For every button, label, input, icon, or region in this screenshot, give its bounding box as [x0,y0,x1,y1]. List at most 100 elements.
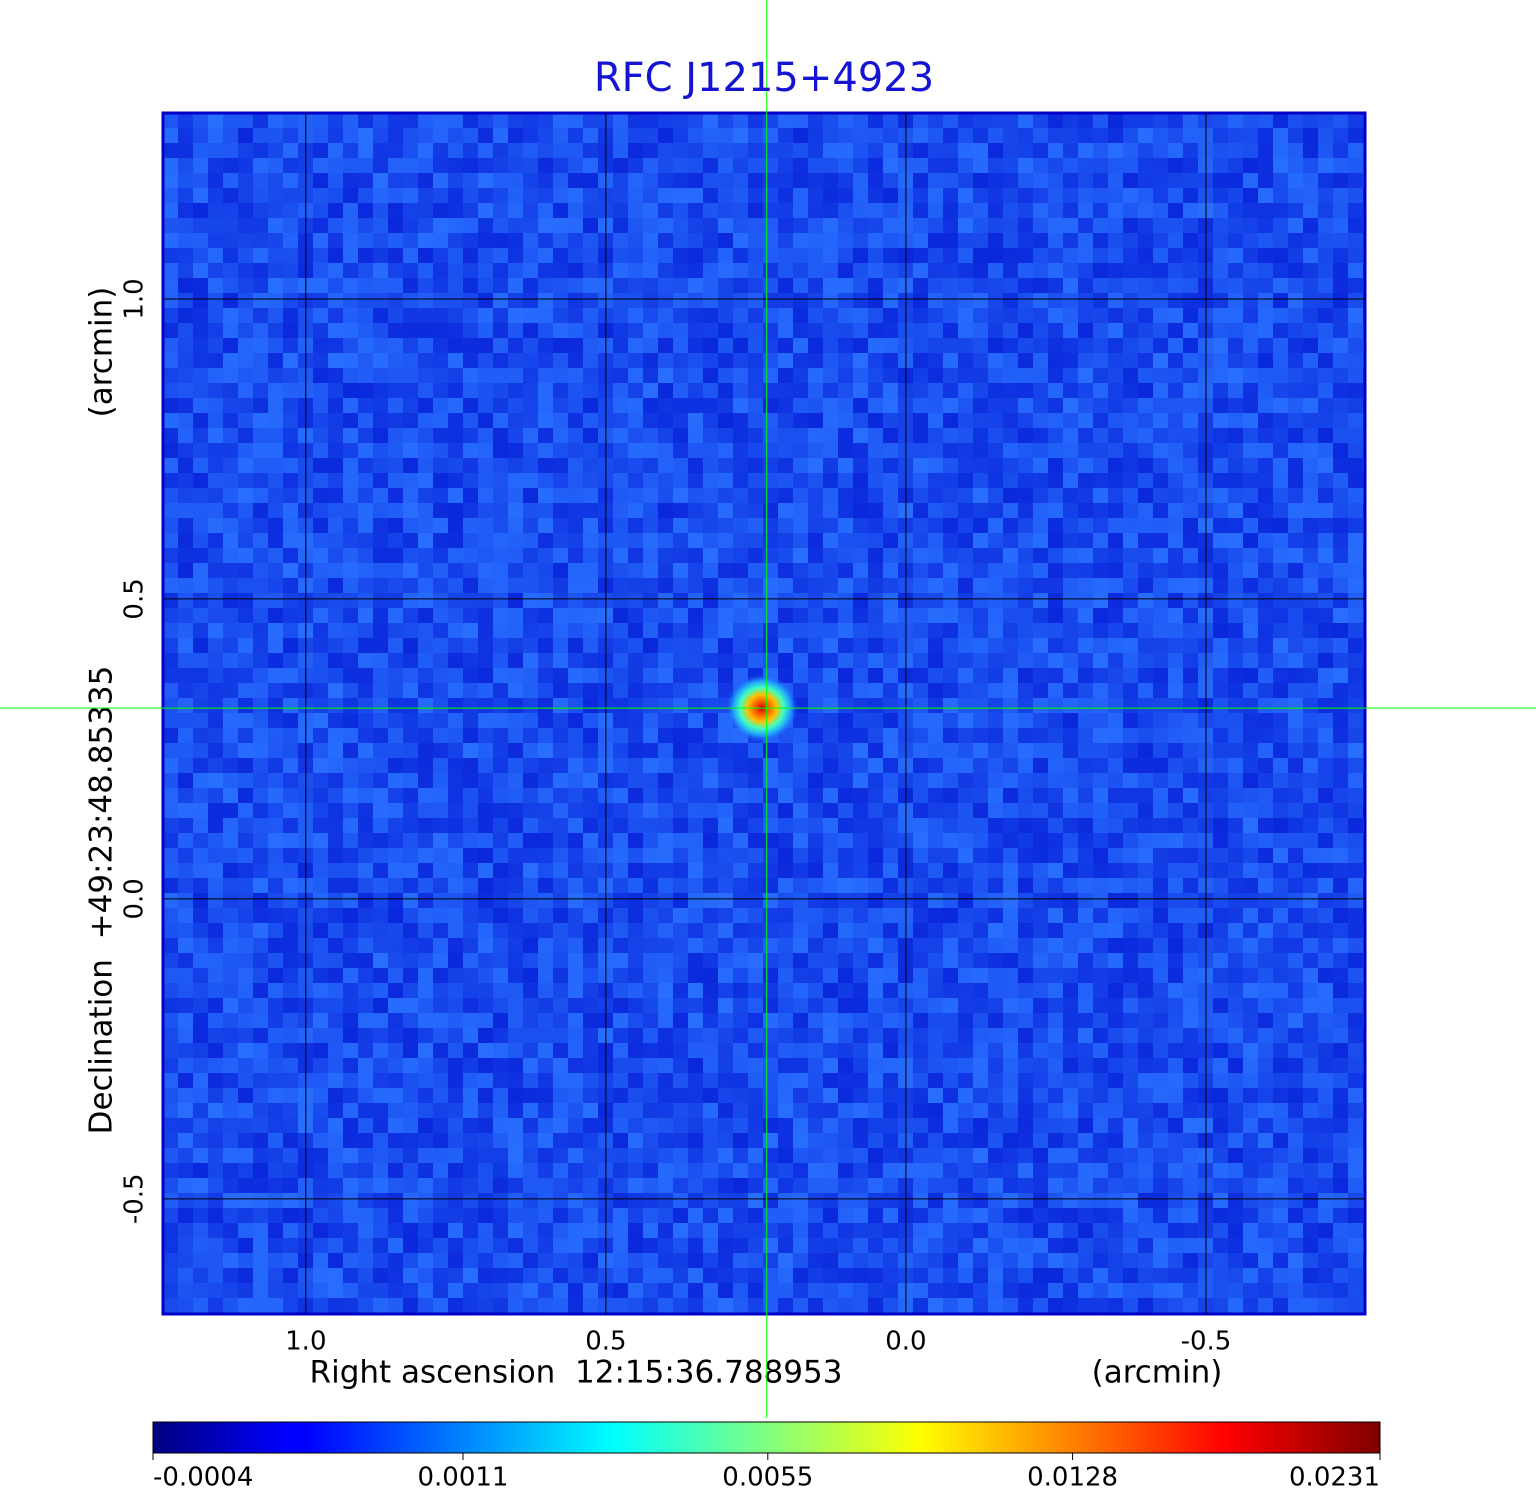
pixel [718,773,733,788]
pixel [913,203,928,218]
pixel [418,158,433,173]
pixel [733,998,748,1013]
pixel [268,788,283,803]
pixel [928,758,943,773]
pixel [358,428,373,443]
pixel [268,848,283,863]
pixel [988,803,1003,818]
pixel [1273,578,1288,593]
pixel [508,713,523,728]
pixel [283,338,298,353]
pixel [313,833,328,848]
pixel [1243,458,1258,473]
pixel [178,578,193,593]
pixel [553,758,568,773]
pixel [673,623,688,638]
pixel [568,698,583,713]
pixel [1063,113,1078,128]
pixel [1333,893,1348,908]
pixel [1033,683,1048,698]
pixel [838,173,853,188]
pixel [988,683,1003,698]
pixel [448,773,463,788]
pixel [943,773,958,788]
pixel [463,173,478,188]
pixel [673,803,688,818]
pixel [1048,263,1063,278]
pixel [328,983,343,998]
pixel [613,953,628,968]
pixel [823,923,838,938]
pixel [943,218,958,233]
pixel [1093,923,1108,938]
pixel [1348,623,1363,638]
pixel [463,518,478,533]
pixel [1243,488,1258,503]
pixel [793,998,808,1013]
pixel [1183,638,1198,653]
pixel [1033,968,1048,983]
pixel [568,113,583,128]
pixel [1048,443,1063,458]
pixel [1303,143,1318,158]
pixel [808,593,823,608]
pixel [223,443,238,458]
pixel [223,938,238,953]
pixel [883,698,898,713]
pixel [583,608,598,623]
pixel [223,758,238,773]
pixel [1318,458,1333,473]
pixel [1243,263,1258,278]
pixel [373,953,388,968]
pixel [853,698,868,713]
pixel [1018,953,1033,968]
pixel [1063,488,1078,503]
pixel [703,533,718,548]
pixel [1108,248,1123,263]
pixel [1063,683,1078,698]
pixel [1123,938,1138,953]
pixel [508,278,523,293]
pixel [433,743,448,758]
pixel [1018,998,1033,1013]
pixel [313,998,328,1013]
pixel [688,323,703,338]
pixel [1033,758,1048,773]
pixel [568,998,583,1013]
pixel [1258,473,1273,488]
pixel [1123,773,1138,788]
pixel [703,248,718,263]
pixel [853,953,868,968]
pixel [958,383,973,398]
pixel [523,548,538,563]
pixel [388,143,403,158]
pixel [388,743,403,758]
pixel [673,863,688,878]
pixel [1123,398,1138,413]
pixel [853,593,868,608]
pixel [418,818,433,833]
pixel [1123,413,1138,428]
pixel [868,518,883,533]
pixel [1318,488,1333,503]
pixel [793,953,808,968]
pixel [793,863,808,878]
pixel [1318,503,1333,518]
pixel [253,743,268,758]
pixel [238,488,253,503]
pixel [1033,593,1048,608]
pixel [658,548,673,563]
pixel [1153,878,1168,893]
pixel [853,338,868,353]
pixel [208,518,223,533]
pixel [328,158,343,173]
pixel [343,923,358,938]
pixel [343,128,358,143]
pixel [253,758,268,773]
pixel [643,863,658,878]
pixel [1033,998,1048,1013]
pixel [403,593,418,608]
pixel [418,878,433,893]
pixel [1018,308,1033,323]
pixel [1273,383,1288,398]
